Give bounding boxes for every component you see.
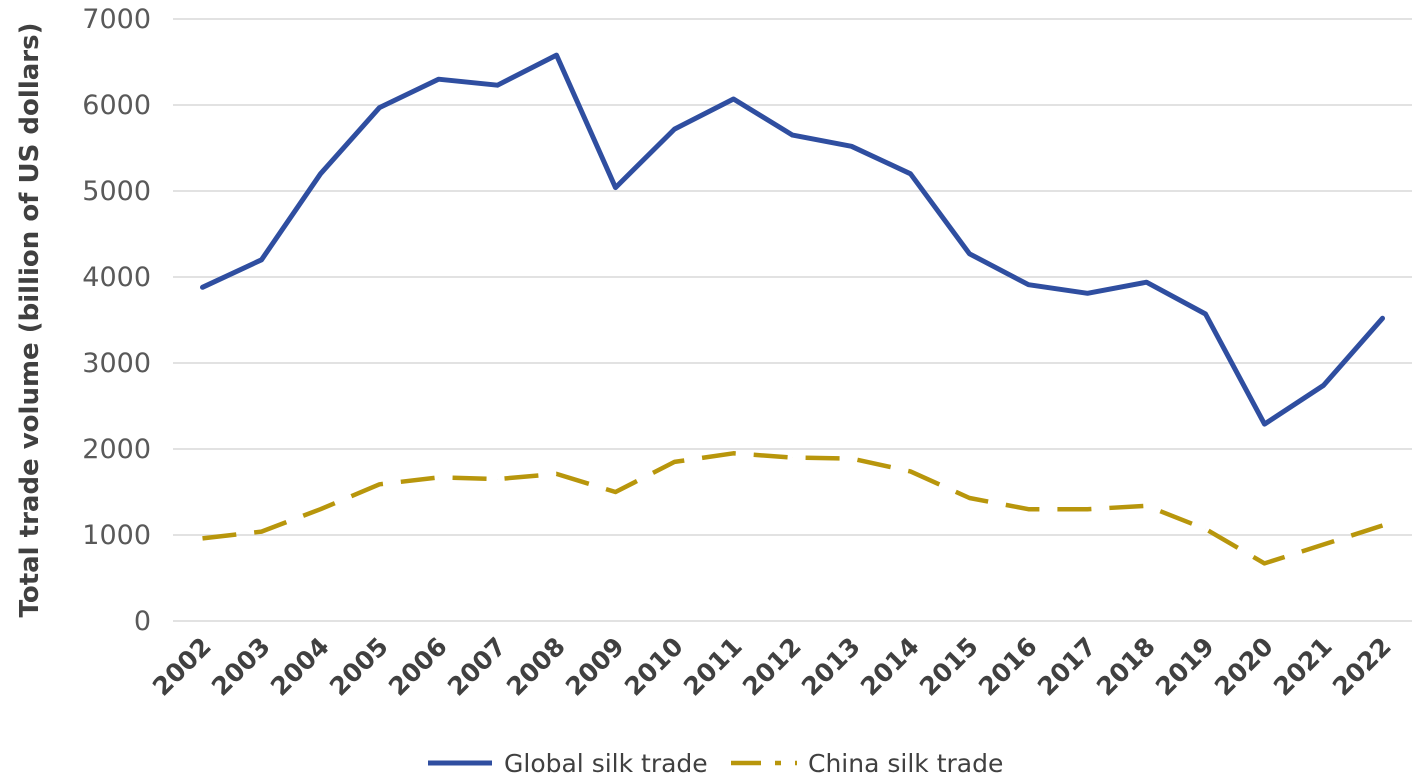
x-tick-label: 2009: [560, 632, 630, 702]
x-tick-label: 2022: [1327, 632, 1397, 702]
y-tick-label: 2000: [82, 434, 151, 465]
x-tick-label: 2004: [265, 632, 335, 702]
series-lines: [200, 52, 1385, 566]
gridlines: [173, 18, 1412, 622]
legend-label: Global silk trade: [504, 749, 708, 778]
y-tick-label: 0: [134, 606, 151, 637]
x-tick-label: 2017: [1032, 632, 1102, 702]
x-tick-label: 2020: [1209, 632, 1279, 702]
x-axis-ticks: 2002200320042005200620072008200920102011…: [147, 632, 1397, 702]
x-tick-label: 2005: [324, 632, 394, 702]
x-tick-label: 2012: [737, 632, 807, 702]
legend: Global silk trade China silk trade: [428, 749, 1003, 778]
x-tick-label: 2018: [1091, 632, 1161, 702]
y-tick-label: 4000: [82, 262, 151, 293]
x-tick-label: 2016: [973, 632, 1043, 702]
series-line-global-silk-trade: [200, 52, 1385, 427]
x-tick-label: 2013: [796, 632, 866, 702]
y-axis-ticks: 0 1000 2000 3000 4000 5000 6000 7000: [82, 4, 151, 637]
y-axis-label: Total trade volume (billion of US dollar…: [15, 23, 45, 618]
x-tick-label: 2007: [442, 632, 512, 702]
x-tick-label: 2011: [678, 632, 748, 702]
x-tick-label: 2006: [383, 632, 453, 702]
y-tick-label: 3000: [82, 348, 151, 379]
x-tick-label: 2021: [1268, 632, 1338, 702]
x-tick-label: 2010: [619, 632, 689, 702]
x-tick-label: 2015: [914, 632, 984, 702]
series-line-china-silk-trade: [202, 451, 1384, 566]
x-tick-label: 2002: [147, 632, 217, 702]
x-tick-label: 2003: [206, 632, 276, 702]
x-tick-label: 2019: [1150, 632, 1220, 702]
y-tick-label: 1000: [82, 520, 151, 551]
y-tick-label: 5000: [82, 176, 151, 207]
x-tick-label: 2008: [501, 632, 571, 702]
y-tick-label: 7000: [82, 4, 151, 35]
y-tick-label: 6000: [82, 90, 151, 121]
legend-label: China silk trade: [808, 749, 1003, 778]
x-tick-label: 2014: [855, 632, 925, 702]
